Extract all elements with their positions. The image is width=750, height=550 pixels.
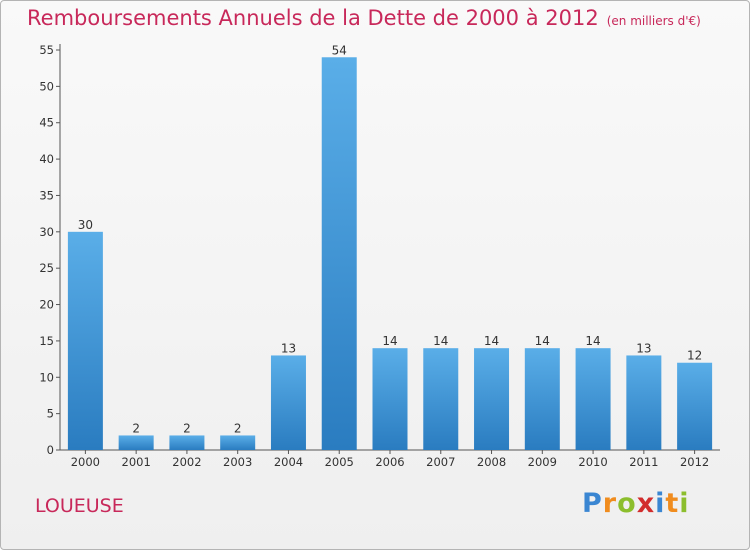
y-tick-label: 50: [39, 79, 54, 93]
bar: [524, 348, 560, 450]
y-tick-label: 0: [47, 443, 54, 457]
x-tick-label: 2000: [71, 455, 100, 469]
data-label: 14: [484, 334, 499, 348]
x-tick-label: 2007: [426, 455, 455, 469]
data-label: 12: [687, 349, 702, 363]
logo-letter: i: [679, 488, 690, 519]
data-label: 14: [433, 334, 448, 348]
logo-letter: r: [602, 488, 618, 519]
y-tick-label: 45: [39, 116, 54, 130]
y-tick-label: 20: [39, 298, 54, 312]
data-label: 30: [78, 218, 93, 232]
chart-title: Remboursements Annuels de la Dette de 20…: [27, 6, 701, 30]
bar: [677, 362, 713, 450]
y-tick-label: 30: [39, 225, 54, 239]
bar: [169, 435, 205, 450]
data-label: 2: [132, 421, 140, 435]
data-label: 2: [183, 421, 191, 435]
x-tick-label: 2006: [375, 455, 404, 469]
bar: [626, 355, 662, 450]
bar: [67, 231, 103, 450]
bar: [220, 435, 256, 450]
x-tick-label: 2010: [578, 455, 607, 469]
x-tick-label: 2009: [528, 455, 557, 469]
data-label: 14: [382, 334, 397, 348]
y-tick-label: 55: [39, 43, 54, 57]
x-tick-label: 2011: [629, 455, 658, 469]
x-tick-label: 2002: [172, 455, 201, 469]
commune-name: LOUEUSE: [35, 495, 124, 517]
bar: [270, 355, 306, 450]
y-tick-label: 10: [39, 370, 54, 384]
x-tick-label: 2003: [223, 455, 252, 469]
bar: [321, 57, 357, 450]
x-tick-label: 2008: [477, 455, 506, 469]
bar: [372, 348, 408, 450]
bar: [423, 348, 459, 450]
y-tick-label: 25: [39, 261, 54, 275]
bar: [118, 435, 154, 450]
logo-letter: P: [582, 488, 603, 519]
data-label: 14: [535, 334, 550, 348]
unit-label: (en milliers d'€): [606, 14, 701, 28]
y-tick-label: 35: [39, 188, 54, 202]
logo-letter: x: [636, 488, 656, 519]
data-label: 14: [585, 334, 600, 348]
proxiti-logo: Proxiti: [582, 488, 690, 519]
logo-letter: i: [655, 488, 666, 519]
y-tick-label: 5: [47, 407, 54, 421]
x-tick-label: 2012: [680, 455, 709, 469]
bar: [474, 348, 510, 450]
x-tick-label: 2001: [122, 455, 151, 469]
bar: [575, 348, 611, 450]
data-label: 13: [281, 341, 296, 355]
y-tick-label: 15: [39, 334, 54, 348]
y-tick-label: 40: [39, 152, 54, 166]
title-text: Remboursements Annuels de la Dette de 20…: [27, 6, 599, 30]
logo-letter: o: [617, 488, 637, 519]
logo-letter: t: [665, 488, 680, 519]
x-tick-label: 2005: [325, 455, 354, 469]
data-label: 54: [332, 43, 347, 57]
data-label: 13: [636, 341, 651, 355]
data-label: 2: [234, 421, 242, 435]
x-tick-label: 2004: [274, 455, 303, 469]
